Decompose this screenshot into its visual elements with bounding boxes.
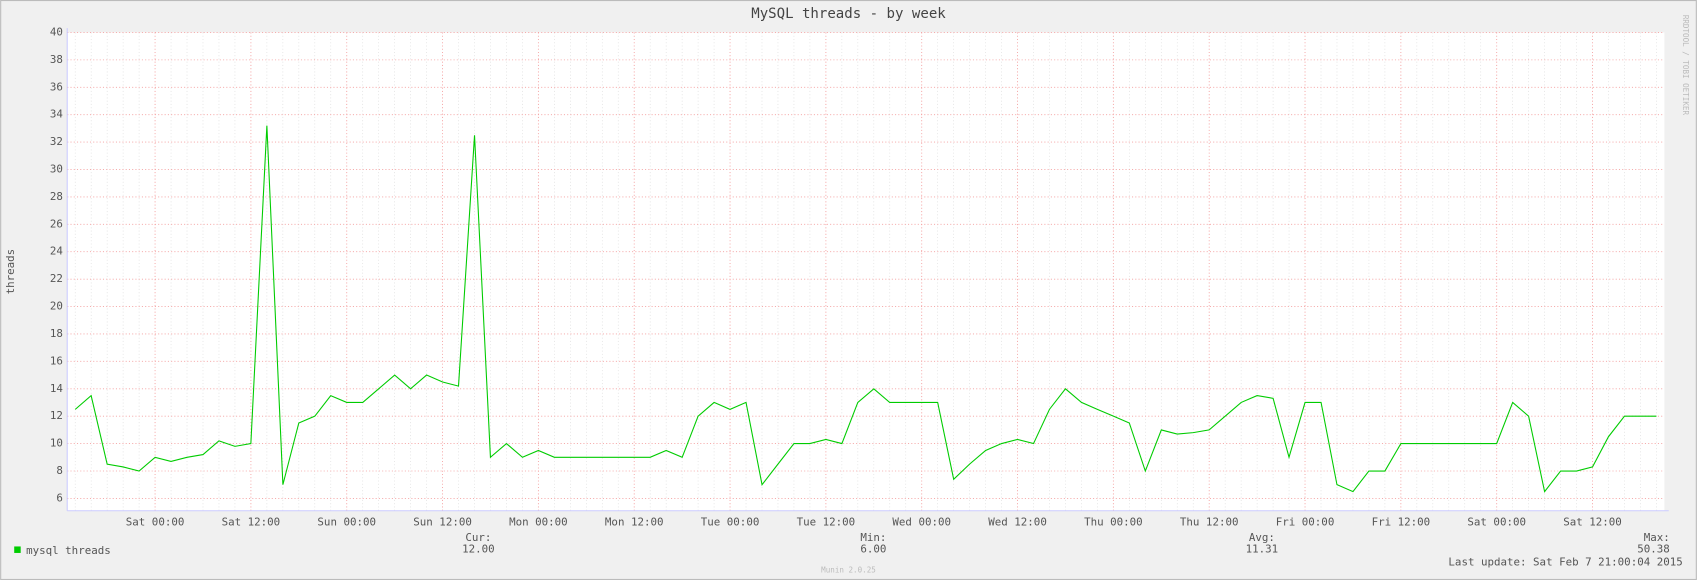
stat-value: 12.00 (462, 543, 495, 556)
x-tick-label: Fri 00:00 (1276, 516, 1335, 529)
y-tick-label: 16 (50, 354, 63, 367)
y-tick-label: 12 (50, 409, 63, 422)
x-tick-label: Thu 00:00 (1084, 516, 1143, 529)
marks (74, 125, 1657, 493)
y-tick-label: 28 (50, 190, 63, 203)
x-tick-label: Sat 00:00 (1467, 516, 1526, 529)
chart-title: MySQL threads - by week (751, 6, 946, 22)
x-tick-label: Tue 00:00 (701, 516, 760, 529)
y-tick-label: 6 (56, 491, 63, 504)
x-tick-label: Mon 12:00 (605, 516, 664, 529)
x-tick-label: Mon 00:00 (509, 516, 568, 529)
y-tick-label: 18 (50, 327, 63, 340)
y-tick-label: 30 (50, 163, 63, 176)
y-tick-label: 34 (50, 108, 63, 121)
x-tick-label: Sat 00:00 (126, 516, 185, 529)
y-tick-label: 8 (56, 464, 63, 477)
stat-value: 50.38 (1637, 543, 1670, 556)
x-tick-label: Wed 12:00 (988, 516, 1047, 529)
y-tick-label: 26 (50, 217, 63, 230)
footer: Munin 2.0.25 (821, 565, 876, 574)
y-tick-label: 10 (50, 437, 63, 450)
stat-value: 11.31 (1246, 543, 1279, 556)
series-line (74, 125, 1657, 493)
legend-label: mysql threads (26, 544, 111, 557)
x-tick-label: Tue 12:00 (797, 516, 856, 529)
watermark: RRDTOOL / TOBI OETIKER (1681, 15, 1690, 116)
y-tick-label: 20 (50, 300, 63, 313)
x-tick-label: Wed 00:00 (892, 516, 951, 529)
stat-label: Min: (860, 531, 886, 544)
y-tick-label: 36 (50, 80, 63, 93)
y-tick-label: 40 (50, 25, 63, 38)
x-tick-label: Sun 00:00 (317, 516, 376, 529)
x-tick-label: Thu 12:00 (1180, 516, 1239, 529)
x-tick-label: Sun 12:00 (413, 516, 472, 529)
grid (67, 32, 1665, 511)
y-tick-label: 14 (50, 382, 63, 395)
y-tick-label: 22 (50, 272, 63, 285)
x-tick-label: Sat 12:00 (222, 516, 281, 529)
stat-label: Avg: (1249, 531, 1275, 544)
x-tick-label: Sat 12:00 (1563, 516, 1622, 529)
y-tick-label: 38 (50, 53, 63, 66)
x-tick-label: Fri 12:00 (1372, 516, 1431, 529)
plot-area (67, 32, 1665, 511)
y-tick-label: 24 (50, 245, 63, 258)
y-tick-label: 32 (50, 135, 63, 148)
last-update: Last update: Sat Feb 7 21:00:04 2015 (1448, 556, 1682, 569)
legend-swatch (14, 546, 21, 553)
stat-label: Cur: (465, 531, 491, 544)
y-axis-label: threads (4, 249, 17, 295)
stat-label: Max: (1644, 531, 1670, 544)
stat-value: 6.00 (860, 543, 886, 556)
